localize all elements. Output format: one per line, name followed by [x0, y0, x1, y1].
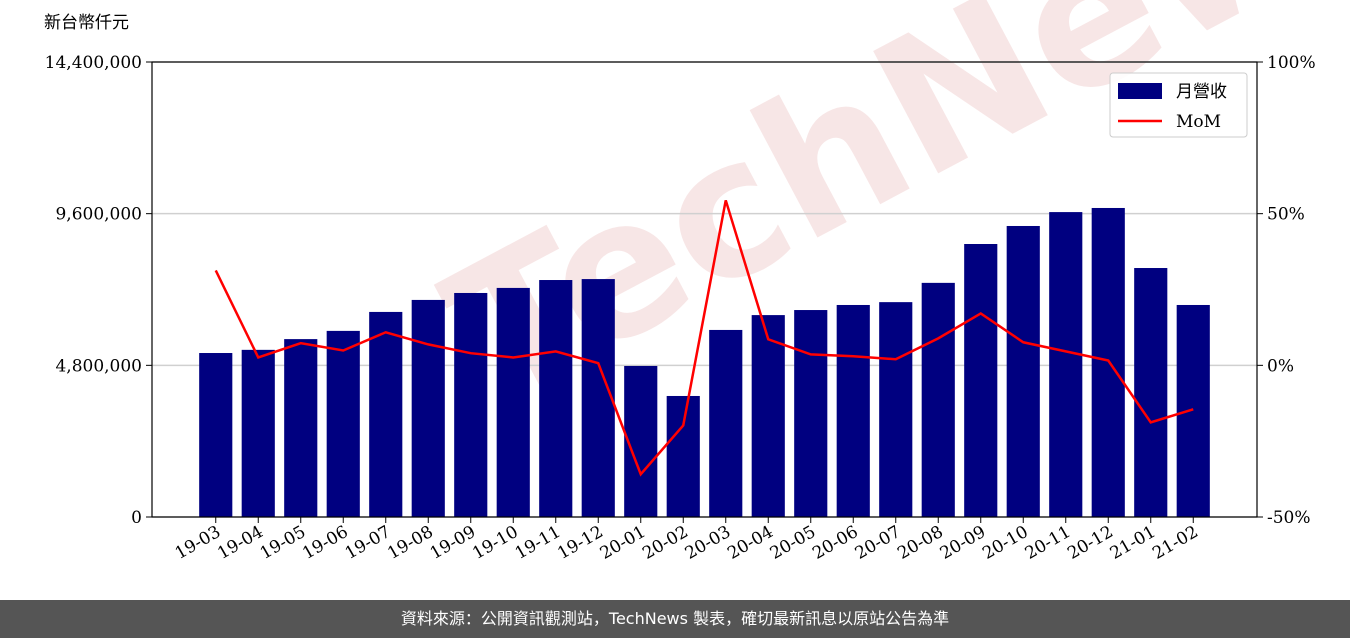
bar: [326, 330, 360, 517]
x-tick-label: 20-06: [809, 522, 861, 564]
bar: [496, 287, 530, 517]
legend-label: MoM: [1176, 112, 1221, 132]
x-tick-label: 20-07: [852, 522, 904, 564]
x-tick-label: 20-11: [1022, 522, 1074, 564]
x-tick-label: 19-10: [469, 522, 521, 564]
x-tick-label: 19-09: [427, 522, 479, 564]
y2-tick-label: 100%: [1267, 53, 1316, 73]
bar: [836, 304, 870, 517]
y-tick-label: 14,400,000: [45, 53, 142, 73]
bar: [879, 302, 913, 517]
x-tick-label: 20-02: [639, 522, 691, 564]
x-tick-label: 19-03: [172, 522, 224, 564]
bar: [964, 244, 998, 517]
x-tick-label: 20-05: [767, 522, 819, 564]
x-tick-label: 19-11: [512, 522, 564, 564]
bar: [1049, 212, 1083, 518]
x-tick-label: 19-08: [384, 522, 436, 564]
bar: [921, 282, 955, 517]
bar: [751, 315, 785, 517]
bar: [1176, 304, 1210, 517]
x-tick-label: 19-04: [214, 522, 266, 564]
y-tick-label: 0: [131, 508, 142, 528]
x-tick-label: 20-01: [597, 522, 649, 564]
footer: 資料來源：公開資訊觀測站，TechNews 製表，確切最新訊息以原站公告為準: [401, 609, 949, 628]
bar: [624, 365, 658, 517]
bar: [539, 280, 573, 517]
bar: [1006, 225, 1040, 518]
y-tick-label: 9,600,000: [55, 205, 142, 225]
line: [214, 199, 1194, 477]
x-tick-label: 21-02: [1149, 522, 1201, 564]
bar: [199, 353, 233, 517]
footer-bar: [0, 600, 1350, 638]
x-tick-label: 20-08: [894, 522, 946, 564]
x-tick-label: 19-12: [554, 522, 606, 564]
bar: [241, 349, 275, 517]
legend-label: 月營收: [1176, 82, 1227, 102]
x-tick-label: 20-09: [937, 522, 989, 564]
bar: [666, 395, 700, 517]
y2-tick-label: 50%: [1267, 205, 1305, 225]
x-tick-label: 21-01: [1107, 522, 1159, 564]
bar: [369, 311, 403, 517]
y-tick-label: 4,800,000: [55, 356, 142, 376]
x-tick-label: 20-03: [682, 522, 734, 564]
y-axis-label: 新台幣仟元: [44, 13, 129, 33]
legend-swatch: [1118, 83, 1162, 99]
x-tick-label: 19-05: [257, 522, 309, 564]
bar: [1134, 268, 1168, 517]
x-tick-label: 19-06: [299, 522, 351, 564]
bar: [454, 292, 488, 517]
y2-tick-label: -50%: [1267, 508, 1311, 528]
x-tick-label: 20-10: [979, 522, 1031, 564]
x-tick-label: 20-04: [724, 522, 776, 564]
bar: [794, 310, 828, 517]
bar: [284, 339, 318, 517]
x-tick-label: 19-07: [342, 522, 394, 564]
y2-tick-label: 0%: [1267, 356, 1294, 376]
bar: [581, 279, 615, 517]
bar: [411, 299, 445, 517]
plot-frame: [151, 61, 1258, 518]
bar: [709, 329, 743, 517]
x-tick-label: 20-12: [1064, 522, 1116, 564]
